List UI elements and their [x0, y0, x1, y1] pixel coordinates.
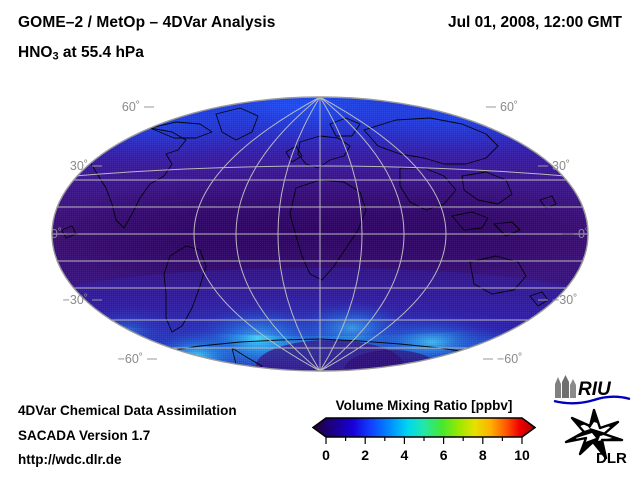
timestamp-label: Jul 01, 2008, 12:00 GMT — [447, 14, 622, 31]
colorbar-tick-label: 8 — [479, 447, 487, 463]
lat-label-right-0: 0˚ — [578, 227, 589, 241]
latitude-labels-left: 60˚ 30˚ 0˚ −30˚ −60˚ — [51, 100, 143, 366]
dlr-logo: DLR — [564, 408, 627, 466]
species-prefix: HNO — [18, 44, 53, 61]
lat-label-right-30: 30˚ — [552, 159, 570, 173]
globe-outline — [51, 96, 589, 372]
riu-crown-icon — [555, 375, 576, 398]
dlr-logo-text: DLR — [596, 450, 627, 466]
lat-label-left-30: 30˚ — [70, 159, 88, 173]
species-suffix: at 55.4 hPa — [58, 44, 144, 61]
latitude-labels-right: 60˚ 30˚ 0˚ −30˚ −60˚ — [497, 100, 589, 366]
species-subscript: 3 — [52, 50, 59, 63]
colorbar-panel: Volume Mixing Ratio [ppbv] 0 2 4 6 8 10 — [312, 398, 536, 476]
footer-url[interactable]: http://wdc.dlr.de — [18, 452, 122, 467]
lat-label-left-0: 0˚ — [51, 227, 62, 241]
latitude-ticks — [66, 106, 574, 360]
lat-label-right-60: 60˚ — [500, 100, 518, 114]
colorbar-tick-label: 4 — [401, 447, 409, 463]
colorbar-tick-label: 6 — [440, 447, 448, 463]
dlr-mark-icon — [564, 408, 624, 460]
colorbar-tick-label: 0 — [322, 447, 330, 463]
lat-label-left-m60: −60˚ — [118, 352, 143, 366]
lat-label-right-m30: −30˚ — [552, 293, 577, 307]
colorbar-swatch — [312, 417, 536, 438]
colorbar-tick-labels: 0 2 4 6 8 10 — [322, 447, 530, 463]
map-panel: 60˚ 30˚ 0˚ −30˚ −60˚ 60˚ 30˚ 0˚ −30˚ −60… — [0, 80, 640, 390]
colorbar-tick-label: 10 — [514, 447, 530, 463]
species-label: HNO3 at 55.4 hPa — [18, 44, 144, 62]
lat-label-right-m60: −60˚ — [497, 352, 522, 366]
riu-logo: RIU — [553, 375, 631, 405]
colorbar-ticks — [325, 437, 523, 444]
riu-wave-icon — [553, 395, 631, 405]
lat-label-left-60: 60˚ — [122, 100, 140, 114]
colorbar-tick-label: 2 — [361, 447, 369, 463]
footer-line-1: 4DVar Chemical Data Assimilation — [18, 403, 237, 418]
page-title: GOME–2 / MetOp – 4DVar Analysis — [18, 14, 276, 31]
lat-label-left-m30: −30˚ — [63, 293, 88, 307]
footer-line-2: SACADA Version 1.7 — [18, 428, 151, 443]
riu-logo-text: RIU — [578, 379, 612, 400]
colorbar: 0 2 4 6 8 10 — [312, 417, 536, 463]
mollweide-map: 60˚ 30˚ 0˚ −30˚ −60˚ 60˚ 30˚ 0˚ −30˚ −60… — [51, 96, 589, 372]
colorbar-title: Volume Mixing Ratio [ppbv] — [335, 398, 513, 413]
